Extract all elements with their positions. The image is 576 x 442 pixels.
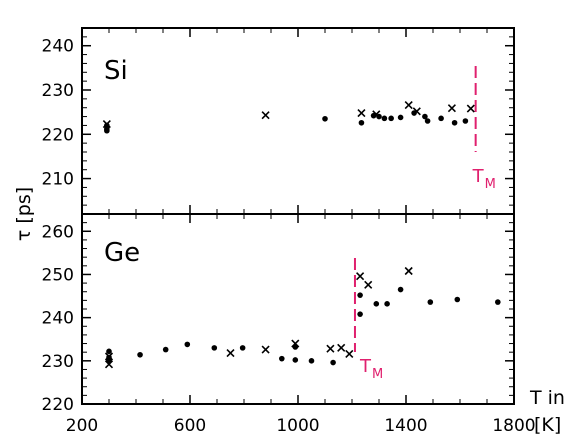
- ge-ytick-label: 240: [42, 309, 74, 329]
- si-panel-frame: [81, 27, 515, 215]
- si-point-dot: [104, 127, 110, 134]
- ge-ytick-label: 230: [42, 352, 74, 372]
- ge-point-dot: [106, 348, 112, 355]
- x-tick-label: 1000: [276, 416, 319, 436]
- ge-ytick-label: 250: [42, 265, 74, 285]
- ge-ytick-label: 260: [42, 222, 74, 242]
- ge-point-dot: [427, 299, 434, 305]
- x-tick-label: 1400: [384, 416, 427, 436]
- si-point-cross: [261, 111, 270, 120]
- ge-point-dot: [308, 358, 315, 364]
- ge-point-cross: [226, 348, 235, 358]
- ge-point-dot: [357, 311, 363, 317]
- x-axis-title: T in: [529, 387, 565, 409]
- si-point-cross: [412, 107, 421, 116]
- si-point-dot: [424, 118, 431, 124]
- ge-point-dot: [279, 355, 285, 362]
- si-point-cross: [466, 104, 475, 113]
- tick-labels: 210 220 230 240 220 230 240 250 260 200 600 1000 140…: [42, 37, 536, 436]
- ge-point-cross: [364, 280, 373, 289]
- ge-point-dot: [239, 345, 246, 351]
- si-melting-sub: M: [485, 177, 496, 192]
- ge-point-cross: [104, 360, 114, 369]
- ge-point-dot: [384, 301, 390, 307]
- ge-point-dot: [454, 296, 461, 303]
- x-tick-label: 600: [174, 416, 206, 436]
- ge-point-cross: [291, 339, 300, 348]
- si-point-dot: [438, 115, 444, 122]
- ge-ytick-label: 220: [42, 395, 74, 415]
- ge-point-dot: [397, 286, 404, 293]
- ge-point-cross: [356, 272, 365, 281]
- si-melting-label: T: [472, 166, 485, 187]
- ge-point-cross: [104, 352, 114, 361]
- ge-point-dot: [137, 351, 143, 358]
- ge-melting-sub: M: [372, 367, 383, 382]
- ge-panel-label: Ge: [104, 238, 140, 268]
- si-ytick-label: 210: [42, 170, 74, 190]
- ge-point-dot: [373, 301, 380, 307]
- y-axis-title: τ [ps]: [13, 187, 35, 241]
- ge-panel-frame: [81, 213, 515, 405]
- si-point-dot: [358, 119, 365, 126]
- si-point-cross: [404, 100, 413, 110]
- ge-point-dot: [330, 359, 336, 366]
- ge-point-dot: [495, 299, 501, 305]
- si-point-cross: [357, 108, 366, 118]
- si-point-dot: [388, 115, 394, 122]
- ge-point-dot: [357, 292, 363, 298]
- si-point-dot: [451, 119, 458, 126]
- ge-point-cross: [345, 349, 354, 358]
- si-panel-label: Si: [104, 56, 128, 86]
- ge-point-dot: [211, 345, 218, 351]
- ge-point-dot: [184, 341, 191, 348]
- si-point-dot: [397, 114, 404, 121]
- melting-lines: T MT M: [353, 66, 496, 382]
- si-point-cross: [447, 104, 456, 113]
- si-point-dot: [370, 112, 377, 119]
- ge-point-dot: [162, 346, 169, 353]
- si-point-dot: [381, 115, 388, 122]
- x-axis-unit: [K]: [534, 414, 561, 436]
- ge-point-cross: [404, 266, 413, 276]
- ticks: [81, 28, 515, 405]
- ge-melting-label: T: [359, 356, 372, 377]
- si-ytick-label: 230: [42, 81, 74, 101]
- si-point-dot: [422, 113, 428, 120]
- si-point-dot: [322, 115, 328, 122]
- ge-point-cross: [337, 343, 346, 352]
- si-ytick-label: 220: [42, 125, 74, 145]
- ge-point-cross: [326, 344, 335, 353]
- ge-point-dot: [292, 357, 299, 363]
- x-tick-label: 1800: [492, 416, 535, 436]
- si-point-dot: [462, 118, 469, 124]
- si-ytick-label: 240: [42, 37, 74, 57]
- data-points: [102, 100, 501, 369]
- si-point-cross: [372, 110, 381, 119]
- ge-point-cross: [261, 345, 270, 354]
- si-point-cross: [102, 120, 111, 129]
- x-tick-label: 200: [66, 416, 98, 436]
